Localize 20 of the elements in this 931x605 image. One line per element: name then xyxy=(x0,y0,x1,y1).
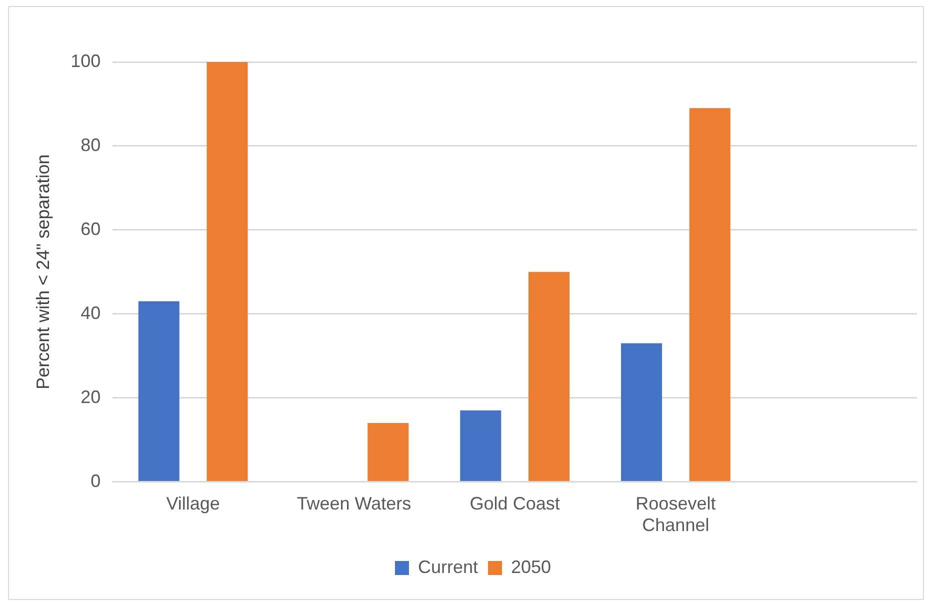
x-tick-label: Gold Coast xyxy=(470,494,560,514)
y-tick-label: 40 xyxy=(80,302,101,323)
x-tick-label: Tween Waters xyxy=(296,494,412,514)
bar xyxy=(138,301,180,482)
legend-label: 2050 xyxy=(510,556,552,577)
bar xyxy=(368,423,409,482)
bar xyxy=(460,410,502,482)
y-tick-label: 0 xyxy=(90,470,101,491)
bar xyxy=(206,62,248,482)
bar xyxy=(528,272,570,482)
y-tick-label: 100 xyxy=(70,50,101,71)
y-tick-label: 80 xyxy=(80,134,101,155)
legend-label: Current xyxy=(418,556,478,577)
bar xyxy=(620,343,662,482)
bar xyxy=(689,108,730,482)
x-tick-label: Village xyxy=(166,494,220,514)
x-tick-label: Roosevelt Channel xyxy=(636,494,716,536)
y-tick-label: 20 xyxy=(80,386,101,407)
y-axis-title: Percent with < 24" separation xyxy=(32,154,53,390)
y-tick-label: 60 xyxy=(80,218,101,239)
